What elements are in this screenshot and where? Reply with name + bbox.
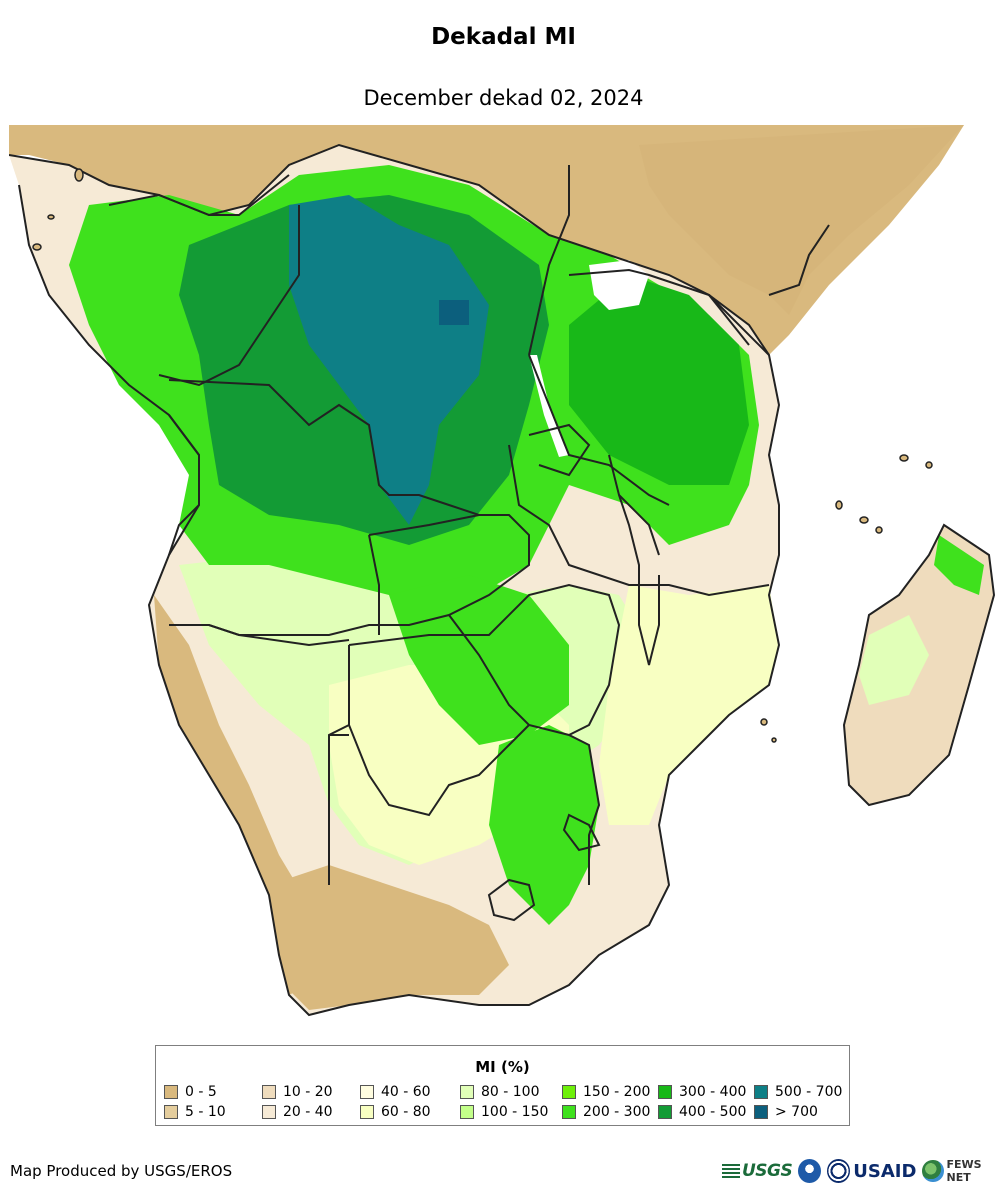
legend-label: 20 - 40 xyxy=(283,1104,333,1120)
legend-swatch xyxy=(262,1085,276,1099)
legend-label: 5 - 10 xyxy=(185,1104,226,1120)
legend-item: 200 - 300 xyxy=(562,1104,650,1120)
legend-swatch xyxy=(754,1105,768,1119)
legend-item: 100 - 150 xyxy=(460,1104,548,1120)
legend-item: 500 - 700 xyxy=(754,1084,842,1100)
legend-swatch xyxy=(658,1085,672,1099)
land-horn xyxy=(639,125,964,315)
legend-label: 300 - 400 xyxy=(679,1084,747,1100)
zone-moz-coast xyxy=(599,585,779,825)
legend-label: 500 - 700 xyxy=(775,1084,843,1100)
fews-logo-text: FEWS NET xyxy=(946,1158,982,1184)
logos: USGS USAID FEWS NET xyxy=(722,1155,1007,1187)
legend-item: 400 - 500 xyxy=(658,1104,746,1120)
legend-item: 20 - 40 xyxy=(262,1104,333,1120)
madagascar-light xyxy=(859,615,929,705)
usgs-logo: USGS xyxy=(722,1161,793,1181)
legend-label: 40 - 60 xyxy=(381,1084,431,1100)
usaid-logo: USAID xyxy=(853,1161,916,1182)
legend-swatch xyxy=(562,1085,576,1099)
legend-item: 0 - 5 xyxy=(164,1084,217,1100)
usgs-logo-text: USGS xyxy=(742,1161,793,1181)
legend-item: 10 - 20 xyxy=(262,1084,333,1100)
legend-swatch xyxy=(164,1105,178,1119)
country-borders xyxy=(9,143,996,1017)
legend-title: MI (%) xyxy=(475,1058,530,1076)
legend-label: 150 - 200 xyxy=(583,1084,651,1100)
map-subtitle: December dekad 02, 2024 xyxy=(363,86,644,110)
madagascar-green xyxy=(934,535,984,595)
map-svg xyxy=(9,125,996,1017)
map-title: Dekadal MI xyxy=(431,24,576,50)
legend-swatch xyxy=(360,1105,374,1119)
legend-swatch xyxy=(658,1105,672,1119)
zone-max-cell xyxy=(439,300,469,325)
legend-label: 400 - 500 xyxy=(679,1104,747,1120)
legend-swatch xyxy=(360,1085,374,1099)
zone-green-east xyxy=(569,275,749,485)
fews-logo: FEWS NET xyxy=(947,1158,1007,1184)
legend: MI (%) 0 - 5 5 - 10 10 - 20 20 - 40 40 - 60 6… xyxy=(155,1045,850,1126)
legend-item: 80 - 100 xyxy=(460,1084,540,1100)
legend-label: 200 - 300 xyxy=(583,1104,651,1120)
legend-label: 60 - 80 xyxy=(381,1104,431,1120)
noaa-logo-icon xyxy=(798,1159,822,1183)
land-karoo xyxy=(269,865,509,1010)
legend-item: 60 - 80 xyxy=(360,1104,431,1120)
zone-green-se xyxy=(489,725,599,925)
map-area[interactable] xyxy=(9,125,999,1025)
legend-item: 300 - 400 xyxy=(658,1084,746,1100)
legend-label: 100 - 150 xyxy=(481,1104,549,1120)
legend-swatch xyxy=(262,1105,276,1119)
legend-item: 150 - 200 xyxy=(562,1084,650,1100)
legend-item: 40 - 60 xyxy=(360,1084,431,1100)
credit-text: Map Produced by USGS/EROS xyxy=(10,1162,233,1180)
islands xyxy=(32,168,933,743)
legend-label: 10 - 20 xyxy=(283,1084,333,1100)
fews-globe-icon xyxy=(922,1160,944,1182)
legend-swatch xyxy=(460,1105,474,1119)
legend-swatch xyxy=(754,1085,768,1099)
usaid-logo-text: USAID xyxy=(853,1160,917,1182)
legend-swatch xyxy=(164,1085,178,1099)
legend-label: 0 - 5 xyxy=(185,1084,217,1100)
zone-teal-core xyxy=(289,195,489,525)
legend-label: > 700 xyxy=(775,1104,818,1120)
legend-item: > 700 xyxy=(754,1104,818,1120)
usaid-seal-icon xyxy=(827,1159,851,1183)
legend-swatch xyxy=(562,1105,576,1119)
usgs-wave-icon xyxy=(722,1164,740,1178)
legend-item: 5 - 10 xyxy=(164,1104,226,1120)
legend-label: 80 - 100 xyxy=(481,1084,540,1100)
legend-swatch xyxy=(460,1085,474,1099)
zone-green-central-south xyxy=(389,575,569,745)
